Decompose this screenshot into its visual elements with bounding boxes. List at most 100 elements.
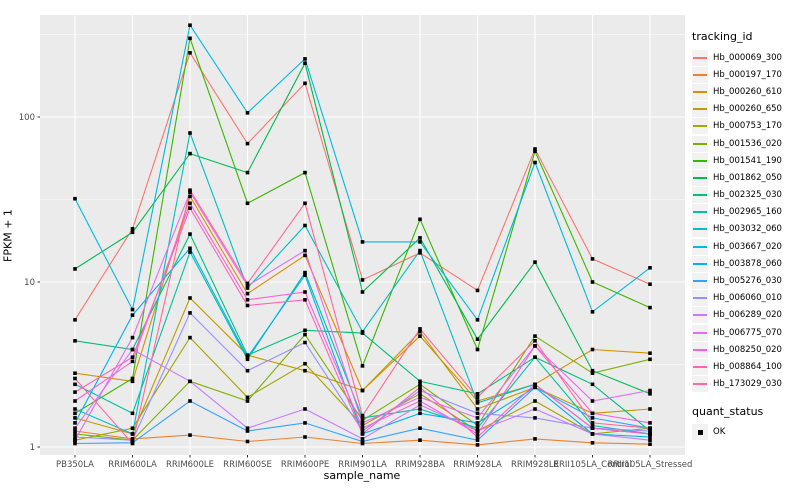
legend-item-label: Hb_000260_610	[713, 86, 782, 97]
legend-key-line-icon	[693, 365, 707, 368]
data-point	[130, 335, 135, 340]
data-point	[475, 411, 480, 416]
data-point	[188, 399, 192, 403]
data-point	[245, 291, 250, 296]
legend-key-box	[692, 273, 708, 290]
data-point	[245, 201, 250, 206]
legend-item-label: Hb_001536_020	[713, 138, 782, 149]
data-point	[475, 288, 480, 293]
data-point	[533, 160, 537, 165]
data-point	[418, 388, 422, 393]
data-point	[360, 441, 365, 446]
data-point	[303, 248, 307, 253]
legend-item-label: Hb_000197_170	[713, 69, 782, 80]
data-point	[590, 280, 595, 284]
data-point	[303, 270, 307, 275]
data-point	[418, 329, 422, 334]
legend-key-box	[692, 101, 708, 118]
legend-item-quant-ok: OK	[692, 424, 800, 441]
legend-key-box	[692, 358, 708, 375]
data-point	[303, 298, 307, 302]
data-point	[475, 426, 480, 430]
data-point	[590, 426, 595, 430]
data-point	[303, 61, 307, 65]
legend-item: Hb_000069_300	[692, 49, 800, 66]
data-point	[475, 438, 480, 442]
data-point	[245, 303, 250, 308]
legend-item-label: Hb_000753_170	[713, 121, 782, 132]
legend-key-line-icon	[693, 314, 707, 317]
legend-key-box	[692, 238, 708, 255]
data-point	[303, 407, 307, 411]
data-point	[73, 426, 77, 430]
x-tick-label: RRIM600PE	[281, 460, 329, 470]
data-point	[533, 437, 537, 441]
data-point	[418, 382, 422, 387]
data-point	[590, 310, 595, 314]
data-point	[360, 432, 365, 436]
legend-key-line-icon	[693, 125, 707, 128]
data-point	[648, 357, 652, 362]
data-point	[73, 441, 77, 446]
legend-key-line-icon	[693, 245, 707, 248]
legend-item-label: Hb_006775_070	[713, 327, 782, 338]
data-point	[188, 201, 192, 206]
legend-item-label: OK	[713, 427, 726, 438]
data-point	[130, 441, 135, 446]
legend-item-label: Hb_008250_020	[713, 344, 782, 355]
data-point	[188, 23, 192, 27]
data-point	[73, 267, 77, 271]
data-point	[475, 435, 480, 439]
data-point	[590, 347, 595, 352]
legend-key-line-icon	[693, 73, 707, 76]
legend-items: Hb_000069_300 Hb_000197_170 Hb_000260_610 H…	[692, 49, 800, 393]
data-point	[418, 399, 422, 403]
legend-key-box	[692, 118, 708, 135]
data-point	[648, 351, 652, 355]
legend-key-line-icon	[693, 108, 707, 111]
legend-key-box	[692, 204, 708, 221]
data-point	[245, 399, 250, 403]
data-point	[245, 298, 250, 302]
data-point	[360, 240, 365, 244]
data-point	[475, 347, 480, 352]
legend-item: Hb_000260_650	[692, 101, 800, 118]
legend-item: Hb_003667_020	[692, 238, 800, 255]
y-tick-label: 100	[19, 113, 35, 123]
y-tick-label: 1	[30, 443, 35, 453]
legend-key-box	[692, 83, 708, 100]
data-point	[245, 368, 250, 373]
legend-item-label: Hb_002965_160	[713, 207, 782, 218]
legend-item-label: Hb_003032_060	[713, 224, 782, 235]
legend-item: Hb_000260_610	[692, 83, 800, 100]
legend-item-label: Hb_001541_190	[713, 155, 782, 166]
data-point	[188, 206, 192, 210]
legend-item-label: Hb_006289_020	[713, 310, 782, 321]
legend-key-box	[692, 341, 708, 358]
legend-key-box	[692, 221, 708, 238]
data-point	[418, 236, 422, 240]
legend-item: Hb_001862_050	[692, 169, 800, 186]
legend-item: Hb_008864_100	[692, 358, 800, 375]
x-tick-label: RRIM600LE	[166, 460, 214, 470]
data-point	[418, 426, 422, 430]
data-point	[648, 407, 652, 411]
data-point	[130, 411, 135, 416]
data-point	[188, 188, 192, 192]
data-point	[73, 429, 77, 433]
data-point	[245, 429, 250, 433]
data-point	[533, 385, 537, 390]
data-point	[130, 438, 135, 442]
data-point	[188, 36, 192, 41]
data-point	[245, 170, 250, 175]
data-point	[418, 379, 422, 384]
data-point	[533, 260, 537, 264]
data-point	[360, 418, 365, 423]
data-point	[188, 335, 192, 340]
x-tick-label: RRIM600SE	[223, 460, 272, 470]
data-point	[188, 311, 192, 315]
data-point	[648, 442, 652, 446]
legend-item: Hb_000197_170	[692, 66, 800, 83]
legend-item: Hb_006289_020	[692, 307, 800, 324]
